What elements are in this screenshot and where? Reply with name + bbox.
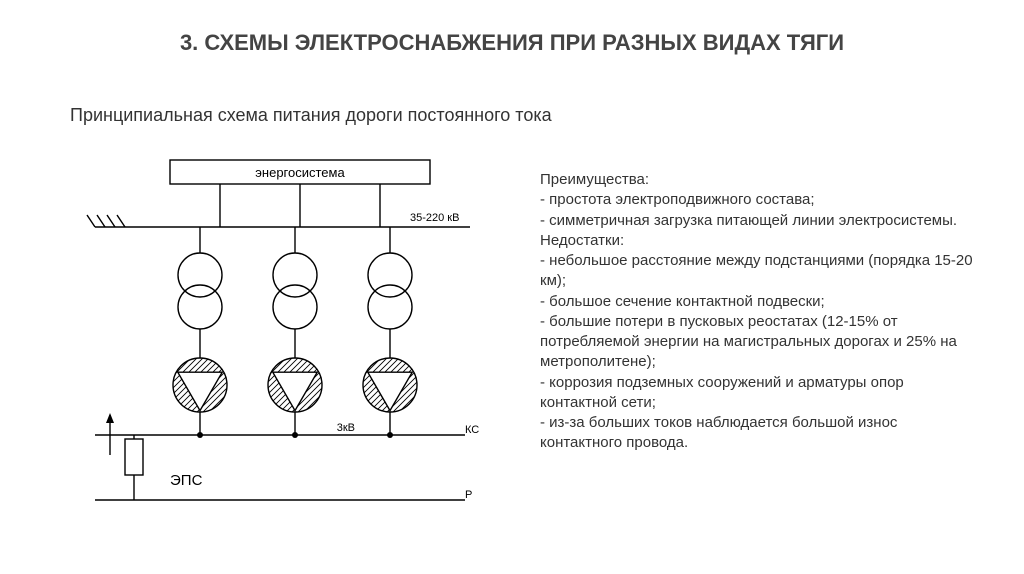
advantage-item: - простота электроподвижного состава;: [540, 190, 980, 210]
advantages-heading: Преимущества:: [540, 170, 980, 190]
svg-text:ЭПС: ЭПС: [170, 472, 203, 489]
svg-text:3кВ: 3кВ: [337, 422, 355, 434]
svg-text:Р: Р: [465, 489, 472, 501]
subtitle: Принципиальная схема питания дороги пост…: [70, 105, 552, 126]
disadvantage-item: - небольшое расстояние между подстанциям…: [540, 251, 980, 292]
svg-text:энергосистема: энергосистема: [255, 165, 345, 180]
disadvantages-list: - небольшое расстояние между подстанциям…: [540, 251, 980, 454]
svg-text:35-220 кВ: 35-220 кВ: [410, 212, 459, 224]
disadvantages-heading: Недостатки:: [540, 231, 980, 251]
advantages-list: - простота электроподвижного состава;- с…: [540, 190, 980, 231]
page-title: 3. СХЕМЫ ЭЛЕКТРОСНАБЖЕНИЯ ПРИ РАЗНЫХ ВИД…: [0, 30, 1024, 56]
advantage-item: - симметричная загрузка питающей линии э…: [540, 211, 980, 231]
disadvantage-item: - большое сечение контактной подвески;: [540, 292, 980, 312]
disadvantage-item: - большие потери в пусковых реостатах (1…: [540, 312, 980, 373]
disadvantage-item: - из-за больших токов наблюдается большо…: [540, 413, 980, 454]
svg-text:КС: КС: [465, 424, 479, 436]
disadvantage-item: - коррозия подземных сооружений и армату…: [540, 373, 980, 414]
schematic-diagram: энергосистема 35-220 кВ КС 3кВ ЭПС Р: [70, 155, 490, 535]
text-column: Преимущества: - простота электроподвижно…: [540, 170, 980, 454]
